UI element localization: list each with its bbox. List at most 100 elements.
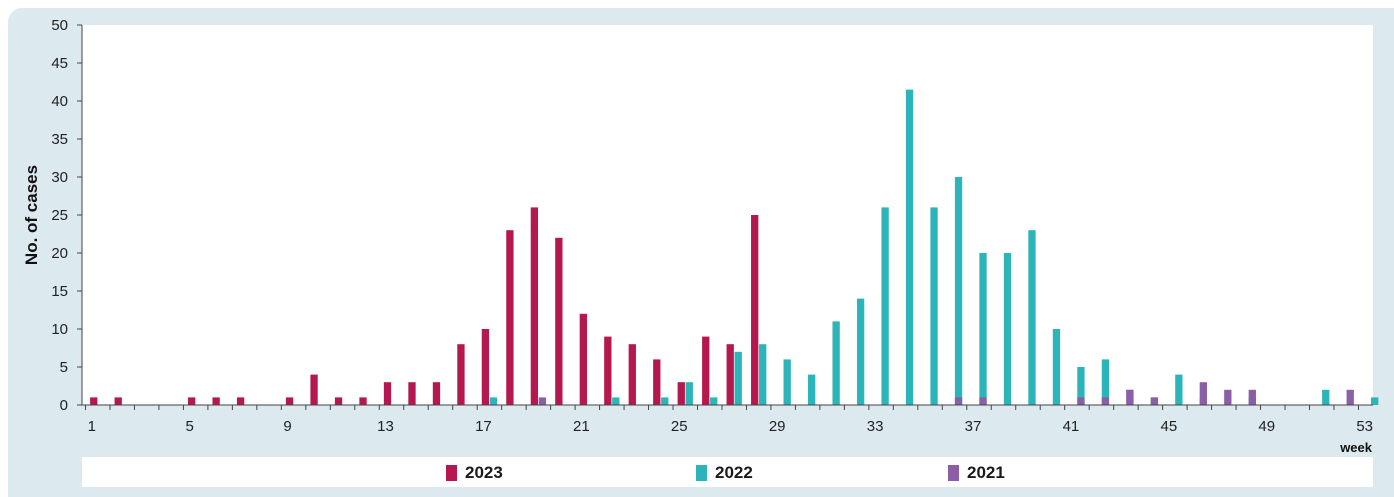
x-tick-label: 33 [867, 418, 884, 435]
bar-2022-week-25 [685, 382, 693, 405]
bar-2021-week-44 [1150, 397, 1159, 405]
x-tick-label: 9 [283, 418, 291, 435]
bar-2021-week-42 [1101, 397, 1110, 405]
y-tick-label: 15 [51, 283, 68, 300]
bar-2023-week-21 [579, 313, 587, 405]
y-tick-label: 25 [51, 207, 68, 224]
bar-2023-week-6 [212, 397, 220, 405]
legend-item-2021: 2021 [948, 463, 1005, 483]
legend-swatch-2021 [948, 465, 959, 481]
bar-2021-week-19 [538, 397, 547, 405]
bar-2022-week-31 [832, 321, 840, 405]
y-tick-label: 50 [51, 17, 68, 34]
bar-2022-week-32 [856, 298, 865, 405]
legend-item-2022: 2022 [696, 463, 753, 483]
bar-2022-week-37 [979, 253, 987, 405]
bars-layer [90, 89, 1379, 405]
bar-2022-week-51 [1322, 389, 1330, 405]
bar-2022-week-22 [612, 397, 620, 405]
x-tick-label: 17 [475, 418, 492, 435]
bar-2022-week-29 [783, 359, 791, 405]
x-tick-label: 41 [1063, 418, 1080, 435]
bar-2023-week-19 [530, 207, 539, 405]
y-tick-label: 0 [60, 397, 68, 414]
x-tick-label: 1 [88, 418, 96, 435]
legend-label-2023: 2023 [465, 463, 503, 482]
legend-item-2023: 2023 [446, 463, 503, 483]
x-tick-label: 21 [573, 418, 590, 435]
bar-2022-week-34 [905, 89, 914, 405]
bar-2022-week-26 [710, 397, 718, 405]
x-axis-unit-label: week [1339, 440, 1373, 455]
bar-2023-week-14 [408, 382, 416, 405]
legend-label-2021: 2021 [967, 463, 1005, 482]
bar-2022-week-53 [1371, 397, 1379, 405]
bar-2023-week-24 [653, 359, 661, 405]
y-axis: 0 5 10 15 20 25 30 35 40 45 50 [51, 17, 83, 414]
bar-2022-week-45 [1175, 374, 1183, 405]
bar-2022-week-42 [1101, 359, 1110, 405]
bar-2023-week-26 [702, 336, 710, 405]
bar-2023-week-2 [114, 397, 122, 405]
legend-swatch-2022 [696, 465, 707, 481]
bar-2021-week-43 [1126, 389, 1134, 405]
bar-2022-week-17 [489, 397, 498, 405]
y-axis-title: No. of cases [22, 165, 41, 265]
bar-2021-week-46 [1199, 382, 1207, 405]
x-axis: 1 5 9 13 17 21 25 29 33 37 41 45 49 53 [82, 404, 1373, 435]
y-tick-label: 35 [51, 131, 68, 148]
bar-2022-week-28 [759, 344, 767, 405]
x-tick-label: 49 [1258, 418, 1275, 435]
bar-2023-week-25 [677, 382, 685, 405]
bar-2023-week-1 [90, 397, 98, 405]
bar-2023-week-15 [432, 382, 441, 405]
y-tick-label: 10 [51, 321, 68, 338]
x-tick-label: 45 [1161, 418, 1178, 435]
x-tick-label: 13 [377, 418, 394, 435]
bar-2023-week-20 [555, 237, 563, 405]
y-tick-label: 20 [51, 245, 68, 262]
legend: 2023 2022 2021 [82, 457, 1373, 487]
bar-2023-week-27 [726, 344, 734, 405]
x-tick-label: 37 [965, 418, 982, 435]
bar-2023-week-5 [188, 397, 196, 405]
x-tick-label: 5 [185, 418, 193, 435]
bar-2022-week-40 [1052, 329, 1061, 405]
bar-2022-week-35 [930, 207, 938, 405]
bar-2022-week-30 [808, 374, 816, 405]
y-tick-label: 30 [51, 169, 68, 186]
y-tick-label: 45 [51, 55, 68, 72]
bar-2023-week-7 [236, 397, 245, 405]
bar-2023-week-23 [628, 344, 636, 405]
legend-label-2022: 2022 [715, 463, 753, 482]
plot-area [82, 25, 1373, 405]
bar-2023-week-11 [334, 397, 343, 405]
bar-2022-week-24 [661, 397, 669, 405]
bar-2021-week-37 [979, 397, 987, 405]
bar-2023-week-16 [457, 344, 465, 405]
bar-2023-week-22 [604, 336, 612, 405]
bar-2022-week-38 [1003, 253, 1012, 405]
bar-2023-week-13 [383, 382, 392, 405]
bar-2021-week-41 [1077, 397, 1085, 405]
x-tick-label: 25 [671, 418, 688, 435]
bar-2022-week-36 [954, 177, 963, 405]
bar-2022-week-39 [1028, 230, 1036, 405]
bar-2023-week-10 [310, 374, 318, 405]
bar-2023-week-9 [285, 397, 294, 405]
y-tick-label: 5 [60, 359, 68, 376]
bar-2021-week-47 [1224, 389, 1232, 405]
y-tick-label: 40 [51, 93, 68, 110]
bar-2023-week-17 [481, 329, 490, 405]
legend-swatch-2023 [446, 465, 457, 481]
bar-2021-week-36 [954, 397, 963, 405]
bar-2021-week-52 [1346, 389, 1354, 405]
bar-2022-week-27 [734, 351, 742, 405]
x-tick-label: 29 [769, 418, 786, 435]
bar-2023-week-18 [506, 230, 514, 405]
bar-2021-week-48 [1248, 389, 1256, 405]
x-tick-label: 53 [1356, 418, 1373, 435]
bar-2023-week-12 [359, 397, 367, 405]
bar-2022-week-41 [1077, 367, 1085, 405]
